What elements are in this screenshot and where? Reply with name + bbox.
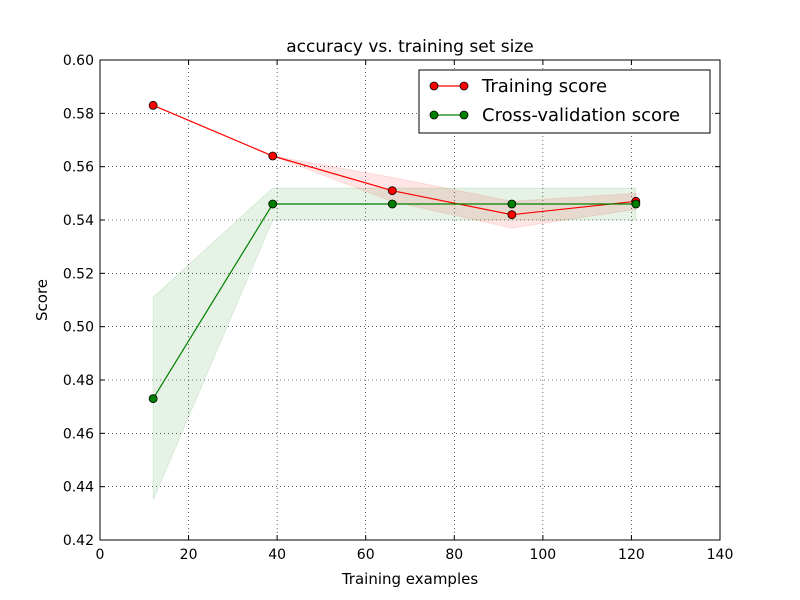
y-tick-label: 0.52 (63, 266, 94, 282)
data-point-cross-validation (268, 199, 278, 209)
legend-entry-cross-validation: Cross-validation score (429, 105, 680, 126)
y-axis-label: Score (33, 279, 51, 321)
x-tick-label: 140 (707, 547, 734, 563)
x-tick-label: 0 (96, 547, 105, 563)
x-tick-label: 120 (618, 547, 645, 563)
x-tick-label: 80 (445, 547, 463, 563)
legend-marker-training (459, 81, 469, 91)
data-point-training (387, 186, 397, 196)
x-tick-label: 100 (529, 547, 556, 563)
data-point-cross-validation (387, 199, 397, 209)
legend-label-training: Training score (481, 76, 607, 97)
plot-area (100, 60, 720, 540)
y-tick-label: 0.48 (63, 373, 94, 389)
legend-marker-cross-validation (459, 110, 469, 120)
data-points (148, 100, 641, 404)
plot-frame (99, 59, 721, 541)
y-tick-label: 0.54 (63, 213, 94, 229)
data-point-training (268, 151, 278, 161)
data-point-training (507, 210, 517, 220)
confidence-band-cross-validation (152, 187, 637, 501)
y-tick-label: 0.58 (63, 106, 94, 122)
legend-marker-cross-validation (429, 110, 439, 120)
y-tick-label: 0.42 (63, 533, 94, 549)
data-point-training (148, 100, 158, 110)
y-tick-label: 0.46 (63, 426, 94, 442)
chart-title: accuracy vs. training set size (286, 37, 533, 57)
legend-box (418, 69, 711, 134)
legend-label-cross-validation: Cross-validation score (482, 105, 680, 126)
y-tick-label: 0.44 (63, 480, 94, 496)
data-point-cross-validation (148, 394, 158, 404)
y-tick-label: 0.50 (63, 320, 94, 336)
legend: Training score Cross-validation score (418, 69, 711, 134)
legend-marker-training (429, 81, 439, 91)
x-tick-label: 60 (357, 547, 375, 563)
y-tick-label: 0.56 (63, 160, 94, 176)
y-tick-label: 0.60 (63, 53, 94, 69)
axis-ticks: 0 20 40 60 80 100 120 140 0.42 0.44 0.46 0.48 0.50 0.… (63, 53, 734, 563)
data-point-cross-validation (507, 199, 517, 209)
legend-entry-training: Training score (429, 76, 607, 97)
data-point-cross-validation (631, 199, 641, 209)
x-axis-label: Training examples (341, 570, 479, 588)
x-tick-label: 20 (180, 547, 198, 563)
x-tick-label: 40 (268, 547, 286, 563)
